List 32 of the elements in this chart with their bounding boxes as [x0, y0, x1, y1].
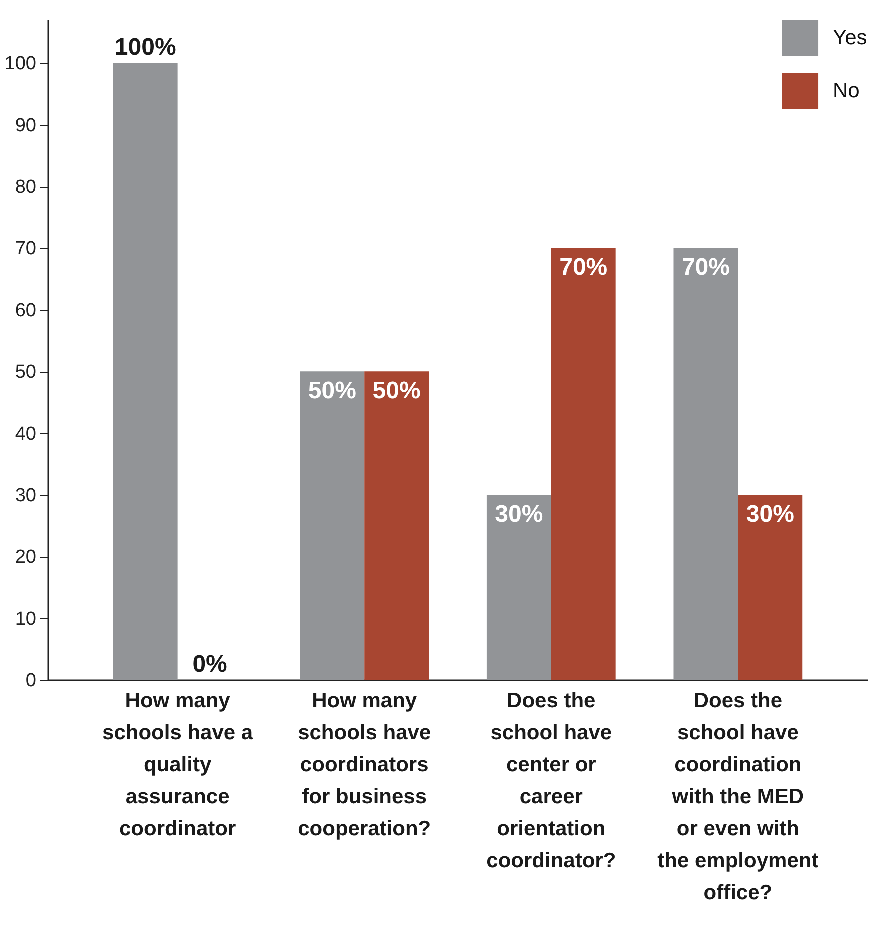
y-tick-label: 80 — [15, 177, 36, 198]
legend-label: No — [833, 80, 860, 102]
x-tick-label: Does the school have coordination with the MED or even with the employment office? — [658, 690, 819, 904]
bar — [551, 248, 616, 680]
y-tick-label: 10 — [15, 608, 36, 630]
x-tick-label: How many schools have a quality assurance coordinator — [102, 690, 254, 840]
text: 50% — [372, 378, 421, 405]
y-tick-label: 40 — [15, 424, 36, 445]
legend-label: Yes — [833, 26, 868, 50]
bar — [300, 372, 365, 680]
x-tick-label: Does the school have center or career orientation coordinator? — [486, 690, 616, 872]
bar — [364, 372, 430, 680]
bar — [738, 494, 803, 680]
y-tick-label: 20 — [15, 547, 36, 568]
text: 30% — [746, 500, 794, 528]
y-tick-label: 50 — [15, 362, 36, 384]
text: 70% — [682, 254, 730, 282]
y-tick-label: 100 — [4, 54, 36, 75]
text: 30% — [495, 500, 544, 528]
text: 50% — [308, 378, 356, 405]
text: 0% — [192, 651, 228, 678]
text: 70% — [560, 254, 608, 282]
y-tick-label: 30 — [15, 485, 36, 506]
y-tick-label: 90 — [15, 115, 36, 136]
y-tick-label: 60 — [15, 300, 36, 322]
bar — [674, 248, 738, 680]
y-tick-label: 70 — [15, 238, 36, 260]
text: 100% — [114, 34, 176, 62]
x-tick-label: How many schools have coordinators for business cooperation? — [298, 690, 432, 840]
y-tick-label: 0 — [26, 670, 36, 692]
bar — [113, 63, 178, 680]
bar — [486, 494, 552, 680]
